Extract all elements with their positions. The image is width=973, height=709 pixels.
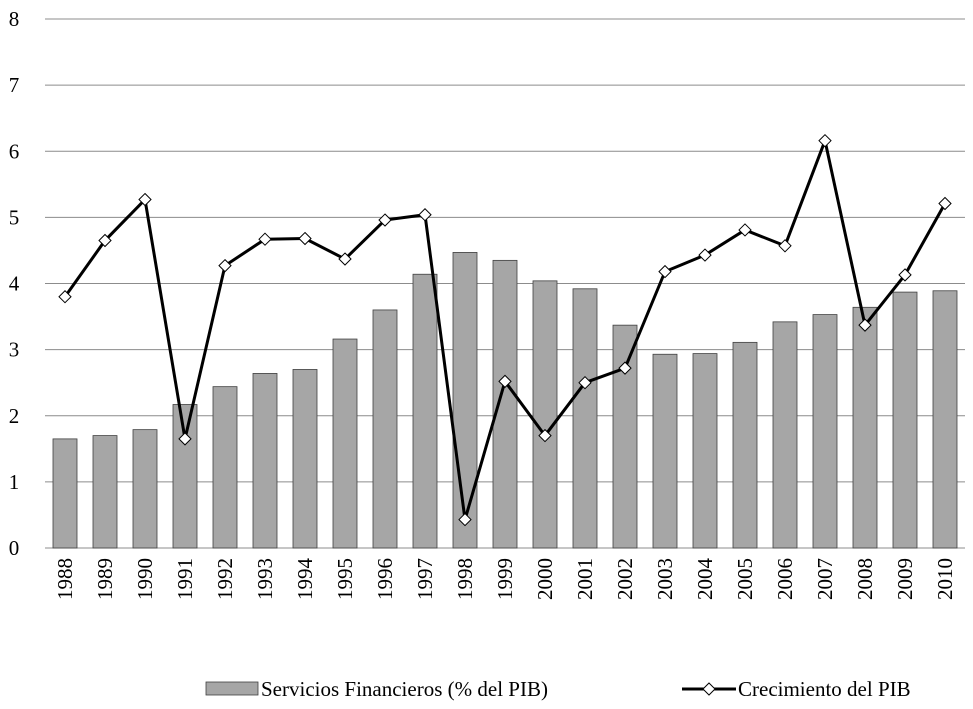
marker — [898, 268, 912, 282]
x-tick-label: 1999 — [493, 558, 517, 600]
y-tick-label: 7 — [9, 73, 20, 97]
bar — [252, 373, 278, 549]
bar — [132, 429, 158, 549]
x-tick-label: 2000 — [533, 558, 557, 600]
x-tick-label: 1990 — [133, 558, 157, 600]
x-tick-label: 1996 — [373, 558, 397, 600]
x-tick-label: 2006 — [773, 558, 797, 600]
bar — [812, 314, 838, 549]
bar — [172, 404, 198, 549]
marker — [498, 374, 512, 389]
bar — [492, 259, 518, 549]
marker — [218, 258, 232, 273]
bar — [572, 288, 598, 549]
marker — [58, 290, 72, 304]
y-tick-label: 1 — [9, 470, 20, 494]
bar — [292, 369, 318, 549]
x-tick-label: 2005 — [733, 558, 757, 600]
bar — [772, 321, 798, 549]
bar — [732, 341, 758, 549]
bar — [852, 306, 878, 549]
y-tick-label: 0 — [9, 536, 20, 560]
x-tick-label: 1988 — [53, 558, 77, 600]
y-tick-label: 5 — [9, 205, 20, 229]
marker — [698, 248, 712, 262]
marker — [938, 196, 952, 211]
x-tick-label: 1995 — [333, 558, 357, 600]
marker — [138, 192, 152, 207]
marker — [418, 208, 432, 222]
marker — [98, 233, 112, 248]
legend-swatch — [205, 681, 259, 696]
bar — [92, 435, 118, 549]
x-tick-label: 1991 — [173, 558, 197, 600]
marker — [738, 223, 752, 237]
x-tick-label: 2010 — [933, 558, 957, 600]
marker — [538, 428, 552, 443]
x-tick-label: 1998 — [453, 558, 477, 600]
bar — [892, 291, 918, 549]
x-tick-label: 2009 — [893, 558, 917, 600]
y-tick-label: 4 — [9, 272, 20, 296]
marker — [778, 239, 792, 253]
x-tick-label: 1994 — [293, 558, 317, 601]
marker — [858, 318, 872, 332]
bar — [332, 338, 358, 549]
x-tick-label: 2004 — [693, 558, 717, 601]
y-tick-label: 2 — [9, 404, 20, 428]
y-tick-label: 3 — [9, 338, 20, 362]
bar — [532, 280, 558, 549]
x-tick-label: 1992 — [213, 558, 237, 600]
x-tick-label: 2001 — [573, 558, 597, 600]
marker — [178, 432, 192, 446]
bar — [52, 438, 78, 549]
marker — [298, 231, 312, 246]
x-tick-label: 2008 — [853, 558, 877, 600]
bar — [412, 273, 438, 549]
bar — [932, 290, 958, 549]
marker — [818, 133, 832, 148]
marker — [258, 232, 272, 246]
bar — [212, 386, 238, 549]
marker — [378, 213, 392, 227]
y-tick-label: 8 — [9, 7, 20, 31]
marker — [618, 361, 632, 375]
x-tick-label: 1993 — [253, 558, 277, 600]
y-tick-label: 6 — [9, 139, 20, 163]
bar — [692, 353, 718, 549]
x-tick-label: 1997 — [413, 558, 437, 600]
marker — [338, 252, 352, 266]
legend-label: Servicios Financieros (% del PIB) — [261, 677, 548, 701]
x-tick-label: 2003 — [653, 558, 677, 600]
bar — [452, 252, 478, 549]
marker — [578, 375, 592, 390]
bar — [652, 353, 678, 549]
x-tick-label: 2002 — [613, 558, 637, 600]
marker — [658, 264, 672, 279]
legend-label: Crecimiento del PIB — [738, 677, 911, 701]
x-tick-label: 1989 — [93, 558, 117, 600]
bar — [612, 324, 638, 549]
marker — [458, 512, 472, 527]
bar — [372, 309, 398, 549]
legend-swatch — [702, 682, 716, 696]
x-tick-label: 2007 — [813, 558, 837, 600]
